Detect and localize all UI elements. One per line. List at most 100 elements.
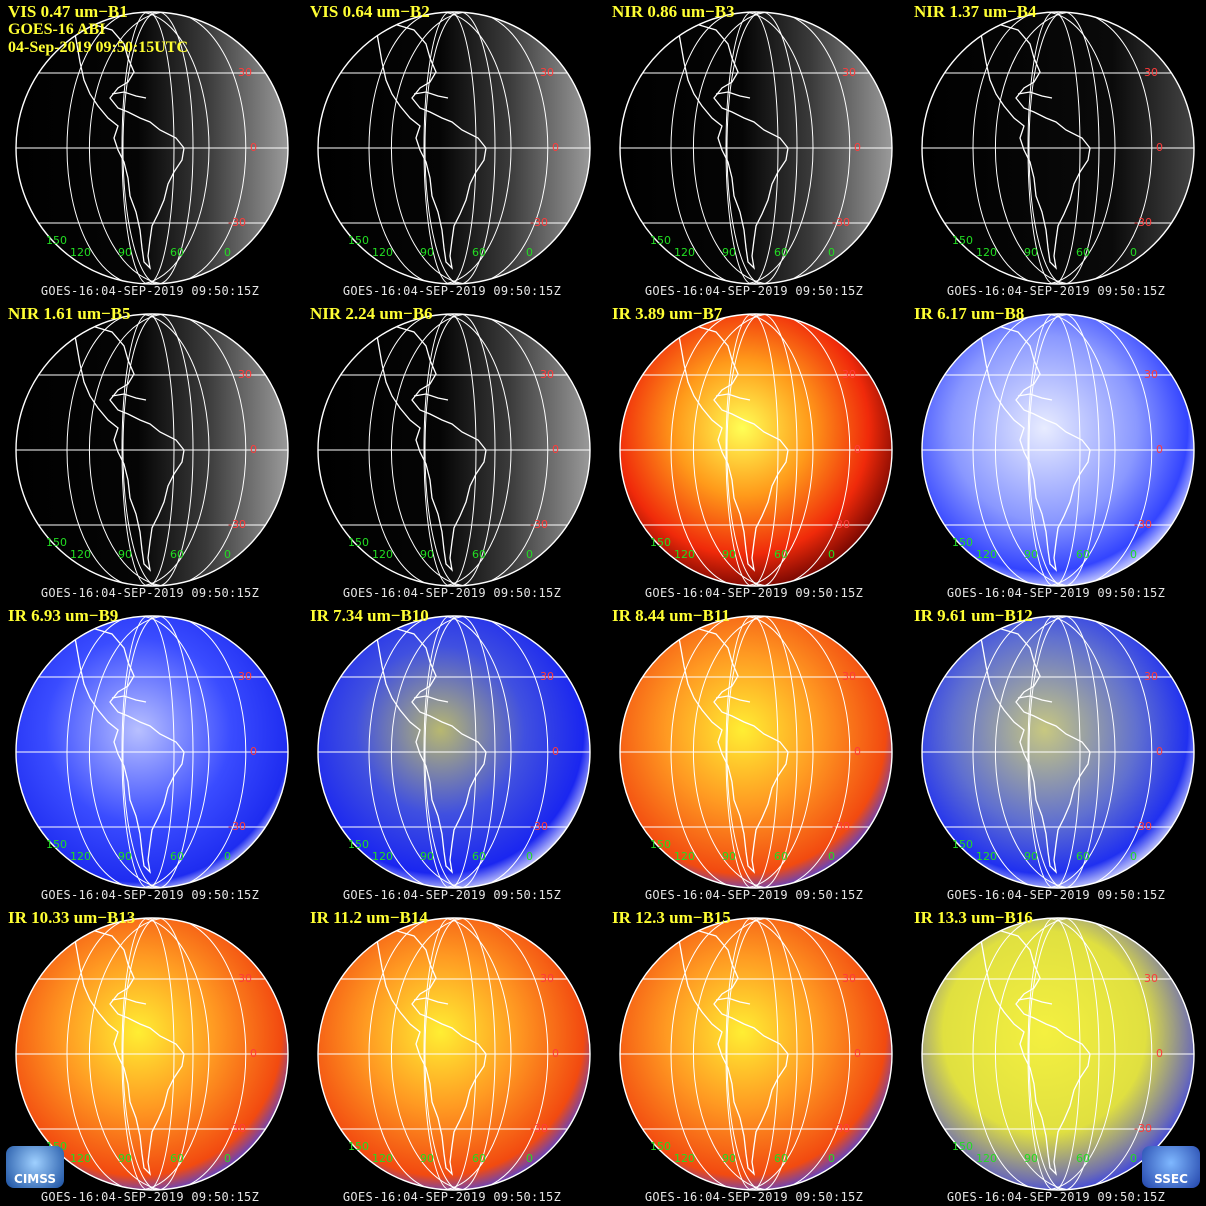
timestamp-footer: GOES-16:04-SEP-2019 09:50:15Z — [40, 888, 260, 902]
timestamp-footer: GOES-16:04-SEP-2019 09:50:15Z — [946, 1190, 1166, 1204]
cimss-logo-text: CIMSS — [14, 1172, 56, 1186]
longitude-label: 120 — [674, 850, 695, 863]
longitude-label: 150 — [952, 1140, 973, 1153]
band-title: IR 3.89 um−B7 — [612, 304, 723, 323]
band-panel: VIS 0.64 um−B2 30 0 -30 150 120 90 60 0 GOES-16:0… — [302, 0, 602, 300]
cimss-logo: CIMSS — [6, 1146, 64, 1188]
longitude-label: 60 — [472, 850, 486, 863]
longitude-label: 150 — [348, 234, 369, 247]
longitude-label: 150 — [348, 838, 369, 851]
longitude-label: 0 — [828, 548, 835, 561]
globe-image — [317, 917, 591, 1191]
latitude-label: 30 — [1144, 972, 1158, 985]
timestamp-footer: GOES-16:04-SEP-2019 09:50:15Z — [342, 284, 562, 298]
latitude-label: 0 — [552, 443, 559, 456]
ssec-logo: SSEC — [1142, 1146, 1200, 1188]
longitude-label: 0 — [526, 850, 533, 863]
latitude-label: 0 — [1156, 745, 1163, 758]
longitude-label: 60 — [774, 548, 788, 561]
longitude-label: 60 — [170, 850, 184, 863]
latitude-label: 30 — [1144, 66, 1158, 79]
longitude-label: 0 — [526, 548, 533, 561]
latitude-label: -30 — [832, 820, 850, 833]
longitude-label: 90 — [722, 246, 736, 259]
band-title: IR 6.93 um−B9 — [8, 606, 119, 625]
longitude-label: 120 — [70, 246, 91, 259]
longitude-label: 0 — [1130, 246, 1137, 259]
longitude-label: 120 — [372, 548, 393, 561]
band-title: IR 9.61 um−B12 — [914, 606, 1033, 625]
latitude-label: 0 — [250, 141, 257, 154]
latitude-label: -30 — [832, 518, 850, 531]
latitude-label: -30 — [1134, 216, 1152, 229]
longitude-label: 60 — [774, 246, 788, 259]
band-title: VIS 0.47 um−B1 — [8, 2, 128, 21]
longitude-label: 0 — [828, 246, 835, 259]
longitude-label: 120 — [70, 850, 91, 863]
latitude-label: -30 — [832, 1122, 850, 1135]
timestamp-footer: GOES-16:04-SEP-2019 09:50:15Z — [644, 888, 864, 902]
longitude-label: 0 — [828, 850, 835, 863]
longitude-label: 90 — [420, 548, 434, 561]
latitude-label: 0 — [854, 1047, 861, 1060]
latitude-label: -30 — [1134, 1122, 1152, 1135]
band-panel: IR 10.33 um−B13300-3015012090600GOES-16:… — [0, 906, 300, 1206]
latitude-label: 30 — [238, 670, 252, 683]
longitude-label: 90 — [1024, 1152, 1038, 1165]
longitude-label: 120 — [372, 246, 393, 259]
latitude-label: -30 — [832, 216, 850, 229]
globe-image — [15, 615, 289, 889]
longitude-label: 90 — [118, 246, 132, 259]
globe-image — [619, 615, 893, 889]
longitude-label: 60 — [1076, 548, 1090, 561]
longitude-label: 0 — [224, 548, 231, 561]
latitude-label: 0 — [250, 745, 257, 758]
longitude-label: 120 — [70, 548, 91, 561]
latitude-label: 0 — [1156, 1047, 1163, 1060]
globe-image — [317, 313, 591, 587]
band-title: NIR 2.24 um−B6 — [310, 304, 433, 323]
latitude-label: 30 — [842, 368, 856, 381]
longitude-label: 90 — [1024, 548, 1038, 561]
band-title: VIS 0.64 um−B2 — [310, 2, 430, 21]
datetime-label: 04-Sep-2019 09:50:15UTC — [8, 39, 188, 56]
longitude-label: 150 — [46, 536, 67, 549]
longitude-label: 90 — [420, 246, 434, 259]
longitude-label: 90 — [420, 850, 434, 863]
longitude-label: 150 — [348, 536, 369, 549]
timestamp-footer: GOES-16:04-SEP-2019 09:50:15Z — [342, 888, 562, 902]
latitude-label: 30 — [842, 972, 856, 985]
latitude-label: 0 — [854, 141, 861, 154]
timestamp-footer: GOES-16:04-SEP-2019 09:50:15Z — [40, 284, 260, 298]
latitude-label: -30 — [228, 216, 246, 229]
band-panel: NIR 1.61 um−B5 30 0 -30 150 120 90 60 0 GOES-16:0… — [0, 302, 300, 602]
latitude-label: 0 — [552, 1047, 559, 1060]
longitude-label: 150 — [348, 1140, 369, 1153]
latitude-label: -30 — [228, 820, 246, 833]
band-title: NIR 1.61 um−B5 — [8, 304, 131, 323]
globe-image — [619, 313, 893, 587]
latitude-label: -30 — [228, 1122, 246, 1135]
globe-image — [317, 11, 591, 285]
longitude-label: 0 — [224, 1152, 231, 1165]
timestamp-footer: GOES-16:04-SEP-2019 09:50:15Z — [946, 888, 1166, 902]
longitude-label: 0 — [526, 1152, 533, 1165]
longitude-label: 150 — [650, 234, 671, 247]
latitude-label: 30 — [540, 66, 554, 79]
timestamp-footer: GOES-16:04-SEP-2019 09:50:15Z — [946, 586, 1166, 600]
band-panel: IR 11.2 um−B14 30 0 -30 150 120 90 60 0 GOES-16:0… — [302, 906, 602, 1206]
longitude-label: 90 — [1024, 850, 1038, 863]
globe-image — [15, 313, 289, 587]
latitude-label: 0 — [250, 1047, 257, 1060]
longitude-label: 120 — [70, 1152, 91, 1165]
longitude-label: 90 — [722, 1152, 736, 1165]
latitude-label: 30 — [540, 972, 554, 985]
longitude-label: 60 — [170, 1152, 184, 1165]
globe-image — [619, 11, 893, 285]
longitude-label: 60 — [472, 246, 486, 259]
latitude-label: 30 — [842, 670, 856, 683]
band-panel: IR 13.3 um−B16 30 0 -30 150 120 90 60 0 GOES-16:0… — [906, 906, 1206, 1206]
longitude-label: 0 — [1130, 548, 1137, 561]
longitude-label: 0 — [224, 850, 231, 863]
